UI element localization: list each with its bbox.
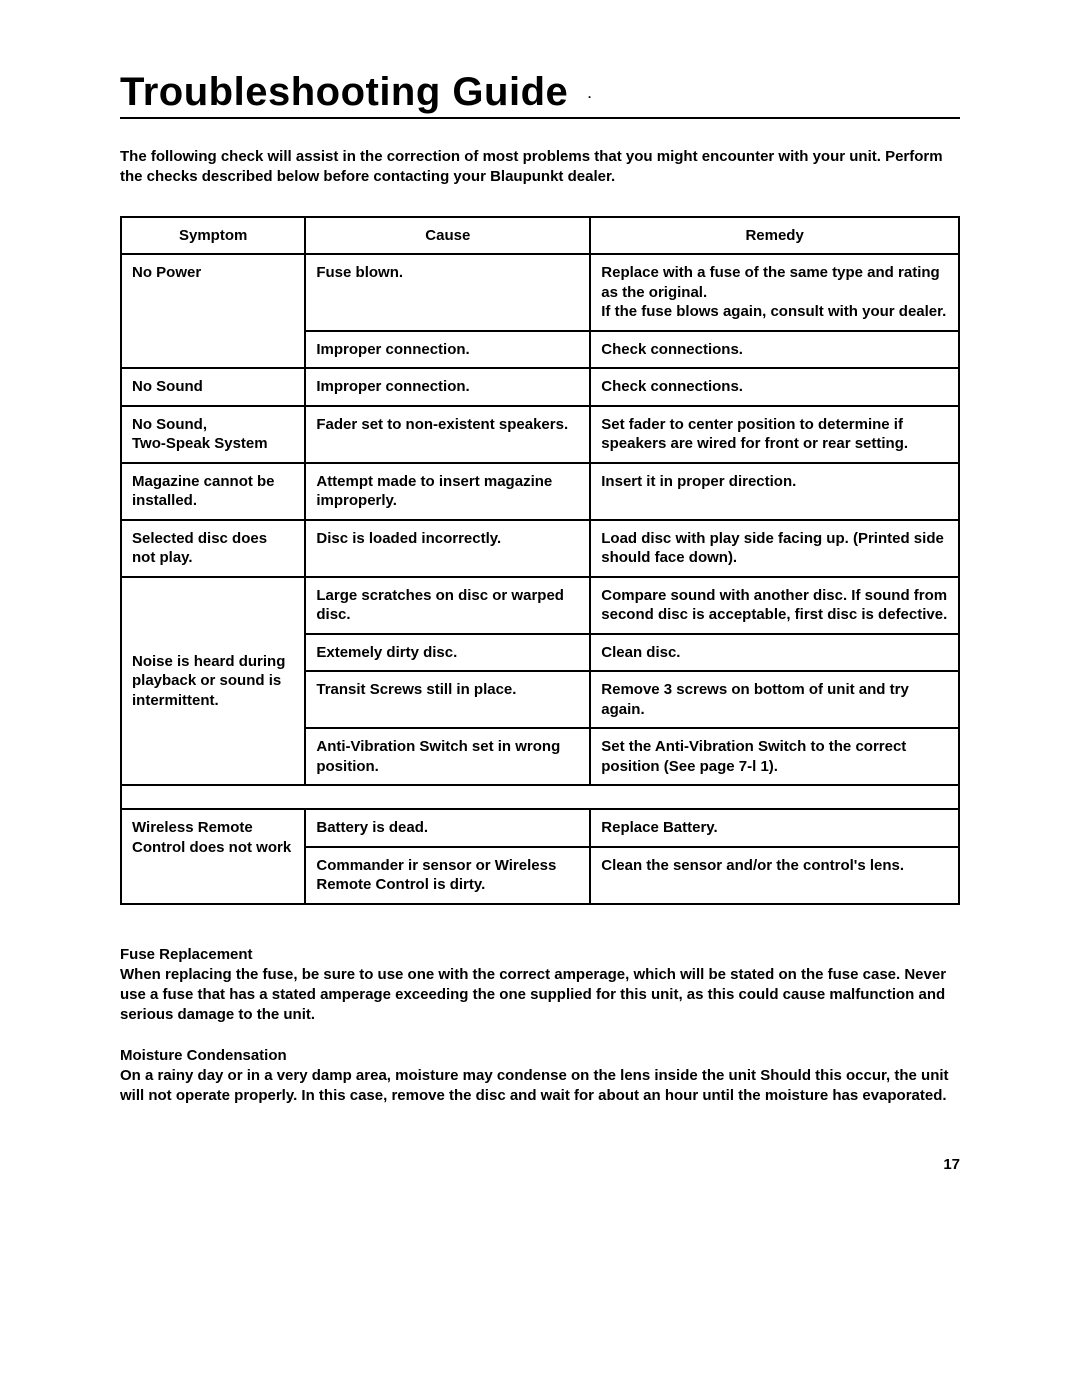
cell-remedy: Replace Battery. [590, 809, 959, 847]
cell-remedy: Check connections. [590, 368, 959, 406]
table-row: No Sound Improper connection. Check conn… [121, 368, 959, 406]
troubleshoot-table: Symptom Cause Remedy No Power Fuse blown… [120, 216, 960, 905]
table-spacer [121, 785, 959, 809]
note-moisture: Moisture Condensation On a rainy day or … [120, 1046, 960, 1107]
cell-symptom: Noise is heard during playback or sound … [121, 577, 305, 786]
page-title: Troubleshooting Guide . [120, 70, 960, 115]
header-symptom: Symptom [121, 217, 305, 255]
table-row: Magazine cannot be installed. Attempt ma… [121, 463, 959, 520]
note-title: Moisture Condensation [120, 1046, 960, 1066]
cell-remedy: Check connections. [590, 331, 959, 369]
note-body: On a rainy day or in a very damp area, m… [120, 1066, 960, 1107]
title-text: Troubleshooting Guide [120, 70, 568, 114]
table-row: Wireless Remote Control does not work Ba… [121, 809, 959, 847]
cell-remedy: Remove 3 screws on bottom of unit and tr… [590, 671, 959, 728]
cell-symptom: No Power [121, 254, 305, 368]
table-row: No Sound,Two-Speak System Fader set to n… [121, 406, 959, 463]
cell-symptom: Magazine cannot be installed. [121, 463, 305, 520]
page: Troubleshooting Guide . The following ch… [0, 0, 1080, 1223]
cell-cause: Fader set to non-existent speakers. [305, 406, 590, 463]
cell-cause: Large scratches on disc or warped disc. [305, 577, 590, 634]
cell-remedy: Set the Anti-Vibration Switch to the cor… [590, 728, 959, 785]
table-row: Selected disc does not play. Disc is loa… [121, 520, 959, 577]
cell-remedy: Load disc with play side facing up. (Pri… [590, 520, 959, 577]
table-row: No Power Fuse blown. Replace with a fuse… [121, 254, 959, 331]
cell-remedy: Replace with a fuse of the same type and… [590, 254, 959, 331]
cell-cause: Attempt made to insert magazine improper… [305, 463, 590, 520]
cell-cause: Anti-Vibration Switch set in wrong posit… [305, 728, 590, 785]
cell-symptom: No Sound,Two-Speak System [121, 406, 305, 463]
cell-cause: Battery is dead. [305, 809, 590, 847]
cell-remedy: Clean disc. [590, 634, 959, 672]
cell-symptom: Wireless Remote Control does not work [121, 809, 305, 904]
intro-text: The following check will assist in the c… [120, 147, 960, 188]
note-body: When replacing the fuse, be sure to use … [120, 965, 960, 1026]
header-cause: Cause [305, 217, 590, 255]
cell-cause: Improper connection. [305, 331, 590, 369]
page-number: 17 [120, 1156, 960, 1173]
note-title: Fuse Replacement [120, 945, 960, 965]
cell-cause: Fuse blown. [305, 254, 590, 331]
title-marker: . [588, 87, 592, 101]
cell-remedy: Compare sound with another disc. If soun… [590, 577, 959, 634]
cell-cause: Transit Screws still in place. [305, 671, 590, 728]
table-row: Noise is heard during playback or sound … [121, 577, 959, 634]
cell-remedy: Clean the sensor and/or the control's le… [590, 847, 959, 904]
table-header-row: Symptom Cause Remedy [121, 217, 959, 255]
cell-cause: Improper connection. [305, 368, 590, 406]
title-rule: Troubleshooting Guide . [120, 70, 960, 119]
cell-remedy: Set fader to center position to determin… [590, 406, 959, 463]
cell-symptom: No Sound [121, 368, 305, 406]
cell-remedy: Insert it in proper direction. [590, 463, 959, 520]
header-remedy: Remedy [590, 217, 959, 255]
cell-cause: Disc is loaded incorrectly. [305, 520, 590, 577]
cell-symptom: Selected disc does not play. [121, 520, 305, 577]
cell-cause: Commander ir sensor or Wireless Remote C… [305, 847, 590, 904]
cell-cause: Extemely dirty disc. [305, 634, 590, 672]
note-fuse: Fuse Replacement When replacing the fuse… [120, 945, 960, 1026]
